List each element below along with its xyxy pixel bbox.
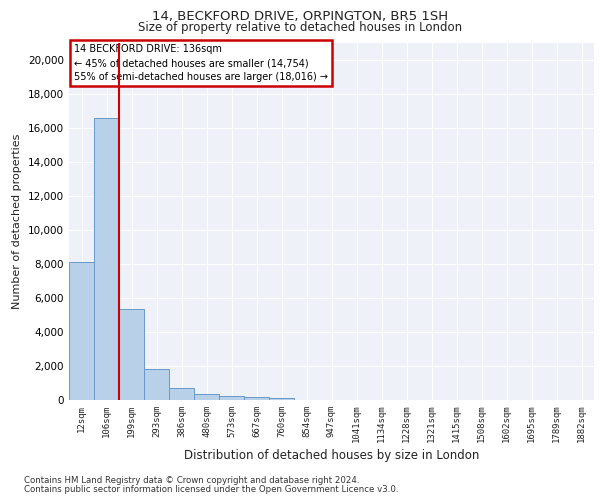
Text: 14, BECKFORD DRIVE, ORPINGTON, BR5 1SH: 14, BECKFORD DRIVE, ORPINGTON, BR5 1SH	[152, 10, 448, 23]
Bar	[244, 397, 269, 400]
X-axis label: Distribution of detached houses by size in London: Distribution of detached houses by size …	[184, 450, 479, 462]
Bar	[69, 262, 94, 400]
Text: 14 BECKFORD DRIVE: 136sqm
← 45% of detached houses are smaller (14,754)
55% of s: 14 BECKFORD DRIVE: 136sqm ← 45% of detac…	[74, 44, 328, 82]
Bar	[119, 309, 144, 400]
Text: Size of property relative to detached houses in London: Size of property relative to detached ho…	[138, 21, 462, 34]
Bar	[144, 368, 169, 400]
Text: Contains HM Land Registry data © Crown copyright and database right 2024.: Contains HM Land Registry data © Crown c…	[24, 476, 359, 485]
Text: Contains public sector information licensed under the Open Government Licence v3: Contains public sector information licen…	[24, 485, 398, 494]
Bar	[219, 396, 244, 400]
Bar	[194, 394, 219, 400]
Bar	[169, 388, 194, 400]
Bar	[94, 118, 119, 400]
Y-axis label: Number of detached properties: Number of detached properties	[13, 134, 22, 309]
Bar	[269, 398, 294, 400]
